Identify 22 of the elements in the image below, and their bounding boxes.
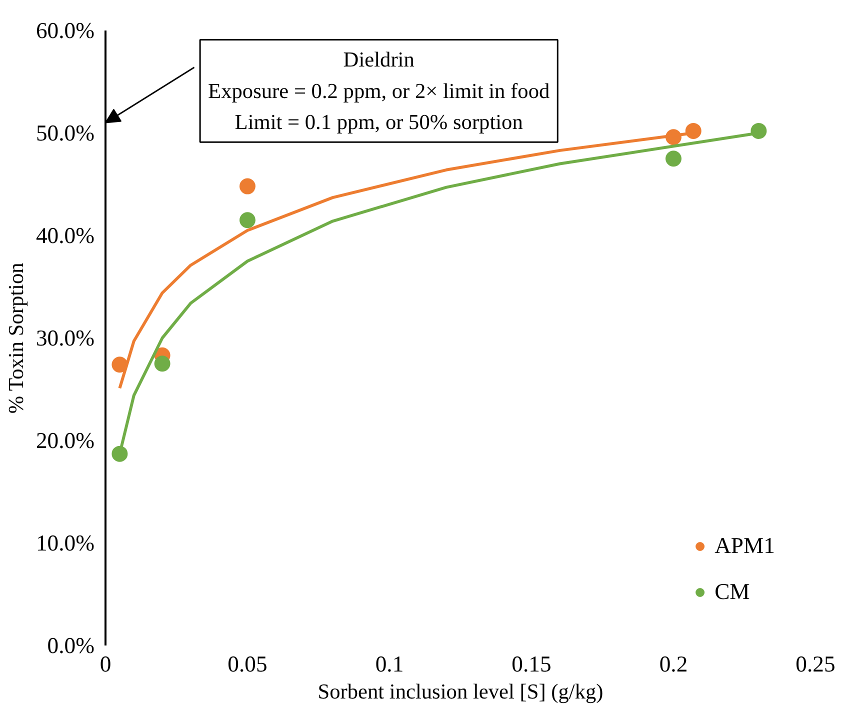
y-tick-label: 20.0% (36, 428, 95, 453)
annotation: Dieldrin Exposure = 0.2 ppm, or 2× limit in food Limit = 0.1 ppm, or 50% sorption (208, 48, 550, 134)
y-tick-label: 50.0% (36, 120, 95, 146)
x-tick-label: 0.1 (375, 652, 404, 676)
y-tick-label: 30.0% (36, 326, 95, 350)
y-axis-title: % Toxin Sorption (4, 262, 28, 414)
legend-label: CM (714, 579, 750, 605)
y-tick-label: 60.0% (36, 18, 95, 43)
legend-label: APM1 (714, 533, 775, 559)
point (666, 150, 682, 167)
point (240, 212, 256, 228)
x-tick-label: 0.2 (659, 652, 688, 676)
x-tick-label: 0.05 (228, 652, 268, 676)
x-axis-title: Sorbent inclusion level [S] (g/kg) (318, 680, 604, 704)
y-tick-label: 10.0% (36, 530, 95, 556)
point (240, 178, 256, 194)
x-tick-label: 0.25 (796, 652, 836, 676)
x-tick-label: 0.15 (512, 652, 552, 676)
x-tick-label: 0 (100, 652, 112, 676)
y-tick-label: 40.0% (36, 223, 95, 248)
point (154, 356, 170, 372)
y-tick-label: 0.0% (47, 633, 95, 658)
